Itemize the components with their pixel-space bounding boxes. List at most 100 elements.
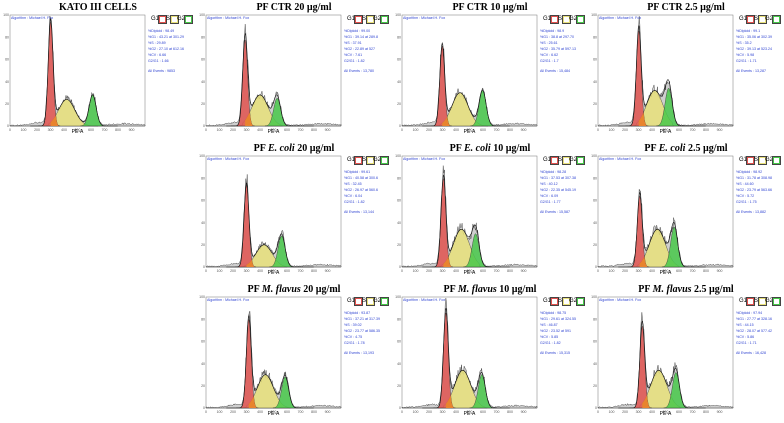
stat-line: %G1 : 29.61 at 324.55 <box>540 317 576 321</box>
algorithm-label: Algorithm : Michael H. Fox <box>11 16 54 20</box>
organism-name: E. coli <box>464 143 491 154</box>
x-tick-label: 500 <box>663 128 669 132</box>
stats-box: %Diploid : 99.61 %G1 : 40.58 at 300.6 %S :… <box>344 169 392 215</box>
title-part: 20 µg/ml <box>300 284 341 295</box>
stat-line: %G2 : 23.79 at 563.66 <box>736 188 772 192</box>
x-tick-label: 500 <box>467 410 473 414</box>
stat-line: G2/G1 : 1.82 <box>344 59 365 63</box>
x-tick-label: 500 <box>663 410 669 414</box>
organism-name: M. flavus <box>261 284 301 295</box>
x-tick-label: 100 <box>413 410 419 414</box>
legend-swatch <box>550 15 559 24</box>
stat-line: %G1 : 38.8 at 297.70 <box>540 35 574 39</box>
legend-label: S <box>754 298 759 304</box>
overlap-area <box>445 395 454 408</box>
y-tick-label: 80 <box>397 176 401 180</box>
stat-line: %CV : 5.72 <box>736 194 755 198</box>
legend-label: G1 <box>739 157 748 163</box>
x-tick-label: 500 <box>663 269 669 273</box>
histogram-plot: 0 100 200 300 400 500 600 700 800 900 0 20 40 60 80 100 <box>3 13 146 132</box>
histogram-panel: PF E. coli 10 µg/ml 0 100 200 300 400 500 600 70… <box>392 141 588 282</box>
x-axis-label: PE-A <box>267 270 280 276</box>
title-part: PF <box>247 284 262 295</box>
legend-swatch <box>380 156 389 165</box>
algorithm-label: Algorithm : Michael H. Fox <box>403 157 446 161</box>
overlap-area <box>442 116 450 126</box>
x-tick-label: 700 <box>298 128 304 132</box>
legend-label: G2 <box>765 298 774 304</box>
title-part: 2.5 µg/ml <box>685 143 728 154</box>
algorithm-label: Algorithm : Michael H. Fox <box>207 157 250 161</box>
stat-line: %G1 : 37.21 at 317.39 <box>344 317 380 321</box>
x-tick-label: 300 <box>636 128 642 132</box>
overlap-area <box>245 112 253 126</box>
legend-label: G1 <box>739 298 748 304</box>
x-tick-label: 500 <box>271 128 277 132</box>
legend-label: G1 <box>543 298 552 304</box>
x-tick-label: 0 <box>597 410 599 414</box>
x-tick-label: 100 <box>609 128 615 132</box>
overlap-area <box>246 260 254 267</box>
legend-swatch <box>758 15 767 24</box>
y-tick-label: 0 <box>203 265 205 269</box>
legend-label: G2 <box>569 298 578 304</box>
stat-line: %G2 : 35.79 at 597.13 <box>540 47 576 51</box>
chart-title: PF E. coli 10 µg/ml <box>392 143 588 154</box>
x-tick-label: 100 <box>413 269 419 273</box>
histogram-panel: PF M. flavus 10 µg/ml 0 100 200 300 400 500 600… <box>392 282 588 423</box>
y-tick-label: 0 <box>203 406 205 410</box>
x-tick-label: 0 <box>401 410 403 414</box>
y-tick-label: 40 <box>397 221 401 225</box>
legend-swatch <box>158 15 167 24</box>
x-tick-label: 700 <box>298 410 304 414</box>
model-fit-line <box>30 17 118 127</box>
title-part: 10 µg/ml <box>496 284 537 295</box>
histogram-plot: 0 100 200 300 400 500 600 700 800 900 0 20 40 60 80 100 <box>199 13 342 132</box>
y-tick-label: 100 <box>591 13 597 17</box>
legend-label: G2 <box>765 157 774 163</box>
stat-line: %S : 32.45 <box>344 182 362 186</box>
histogram-panel: PF M. flavus 20 µg/ml 0 100 200 300 400 500 600… <box>196 282 392 423</box>
stat-line: %G1 : 43.21 at 301.29 <box>148 35 184 39</box>
stat-line: %CV : 5.85 <box>540 335 559 339</box>
stat-line: %S : 44.60 <box>736 182 754 186</box>
histogram-plot: 0 100 200 300 400 500 600 700 800 900 0 20 40 60 80 100 <box>395 295 538 414</box>
stat-line: %CV : 6.66 <box>148 53 167 57</box>
legend-swatch <box>354 15 363 24</box>
legend-swatch <box>772 156 781 165</box>
y-tick-label: 40 <box>201 362 205 366</box>
x-tick-label: 200 <box>426 269 432 273</box>
x-tick-label: 200 <box>622 410 628 414</box>
events-count: All Events : 13,882 <box>736 210 766 214</box>
y-tick-label: 80 <box>593 317 597 321</box>
legend-label: S <box>362 298 367 304</box>
model-fit-line <box>422 174 510 268</box>
y-tick-label: 0 <box>399 406 401 410</box>
legend-swatch <box>746 156 755 165</box>
y-tick-label: 0 <box>595 406 597 410</box>
histogram-plot: 0 100 200 300 400 500 600 700 800 900 0 20 40 60 80 100 <box>591 13 734 132</box>
title-part: PF <box>443 284 458 295</box>
x-tick-label: 700 <box>690 269 696 273</box>
y-tick-label: 20 <box>397 384 401 388</box>
x-tick-label: 300 <box>636 410 642 414</box>
y-tick-label: 40 <box>593 221 597 225</box>
y-tick-label: 60 <box>201 58 205 62</box>
algorithm-label: Algorithm : Michael H. Fox <box>599 16 642 20</box>
legend-swatch <box>772 15 781 24</box>
stat-line: %S : 39.02 <box>344 323 362 327</box>
overlap-area <box>642 395 650 408</box>
x-tick-label: 100 <box>609 269 615 273</box>
x-tick-label: 900 <box>325 269 331 273</box>
x-tick-label: 400 <box>649 410 655 414</box>
histogram-panel: KATO III CELLS 0 100 200 300 400 500 600 700 800 9… <box>0 0 196 141</box>
model-fit-line <box>618 320 706 409</box>
stat-line: %Diploid : 98.28 <box>540 170 567 174</box>
y-tick-label: 0 <box>595 265 597 269</box>
x-tick-label: 100 <box>21 128 27 132</box>
x-tick-label: 600 <box>284 128 290 132</box>
x-tick-label: 800 <box>507 128 513 132</box>
legend-label: S <box>754 157 759 163</box>
stat-line: %Diploid : 99.1 <box>736 29 761 33</box>
stats-box: %Diploid : 98.9 %G1 : 38.8 at 297.70 %S : … <box>540 28 588 74</box>
